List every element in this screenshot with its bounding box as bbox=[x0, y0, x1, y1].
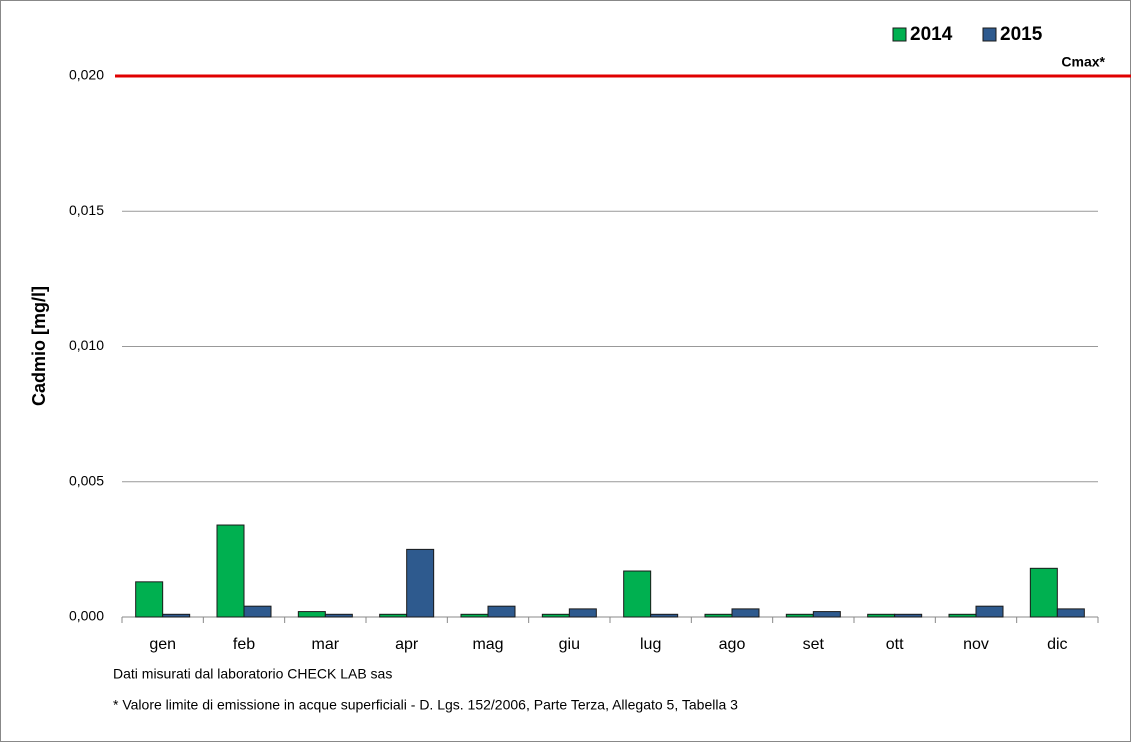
x-tick-label: ott bbox=[886, 636, 904, 653]
bar bbox=[135, 581, 164, 618]
bar bbox=[324, 613, 353, 618]
y-tick-label: 0,015 bbox=[69, 202, 104, 218]
y-tick-label: 0,005 bbox=[69, 472, 104, 488]
bar bbox=[1029, 567, 1058, 618]
y-tick-label: 0,010 bbox=[69, 337, 104, 353]
x-tick-label: giu bbox=[559, 636, 580, 653]
y-tick-label: 0,020 bbox=[69, 67, 104, 83]
bar bbox=[162, 613, 191, 618]
note: * Valore limite di emissione in acque su… bbox=[113, 697, 738, 713]
bar bbox=[460, 613, 489, 618]
bar bbox=[867, 613, 896, 618]
x-tick-label: set bbox=[803, 636, 825, 653]
y-axis-label: Cadmio [mg/l] bbox=[29, 286, 49, 406]
bar bbox=[785, 613, 814, 618]
bar bbox=[297, 611, 326, 618]
bar bbox=[812, 611, 841, 618]
y-tick-label: 0,000 bbox=[69, 608, 104, 624]
bar bbox=[975, 605, 1004, 618]
x-tick-label: feb bbox=[233, 636, 255, 653]
bar bbox=[379, 613, 408, 618]
legend-label: 2015 bbox=[1000, 24, 1043, 45]
x-tick-label: mar bbox=[312, 636, 340, 653]
x-tick-label: gen bbox=[149, 636, 176, 653]
x-tick-label: apr bbox=[395, 636, 419, 653]
bar bbox=[1056, 608, 1085, 618]
legend-swatch bbox=[892, 27, 907, 42]
bar bbox=[623, 570, 652, 618]
note: Dati misurati dal laboratorio CHECK LAB … bbox=[113, 666, 392, 682]
bar bbox=[948, 613, 977, 618]
x-tick-label: lug bbox=[640, 636, 661, 653]
x-tick-label: ago bbox=[719, 636, 746, 653]
bar bbox=[650, 613, 679, 618]
bar bbox=[568, 608, 597, 618]
bar bbox=[487, 605, 516, 618]
x-tick-label: nov bbox=[963, 636, 989, 653]
reference-label: Cmax* bbox=[1061, 54, 1105, 70]
legend-swatch bbox=[982, 27, 997, 42]
x-tick-label: mag bbox=[472, 636, 503, 653]
bar bbox=[216, 524, 245, 618]
bar bbox=[541, 613, 570, 618]
legend-label: 2014 bbox=[910, 24, 953, 45]
bar bbox=[704, 613, 733, 618]
x-tick-label: dic bbox=[1047, 636, 1067, 653]
bar bbox=[894, 613, 923, 618]
bar bbox=[406, 548, 435, 618]
bar bbox=[243, 605, 272, 618]
bar bbox=[731, 608, 760, 618]
